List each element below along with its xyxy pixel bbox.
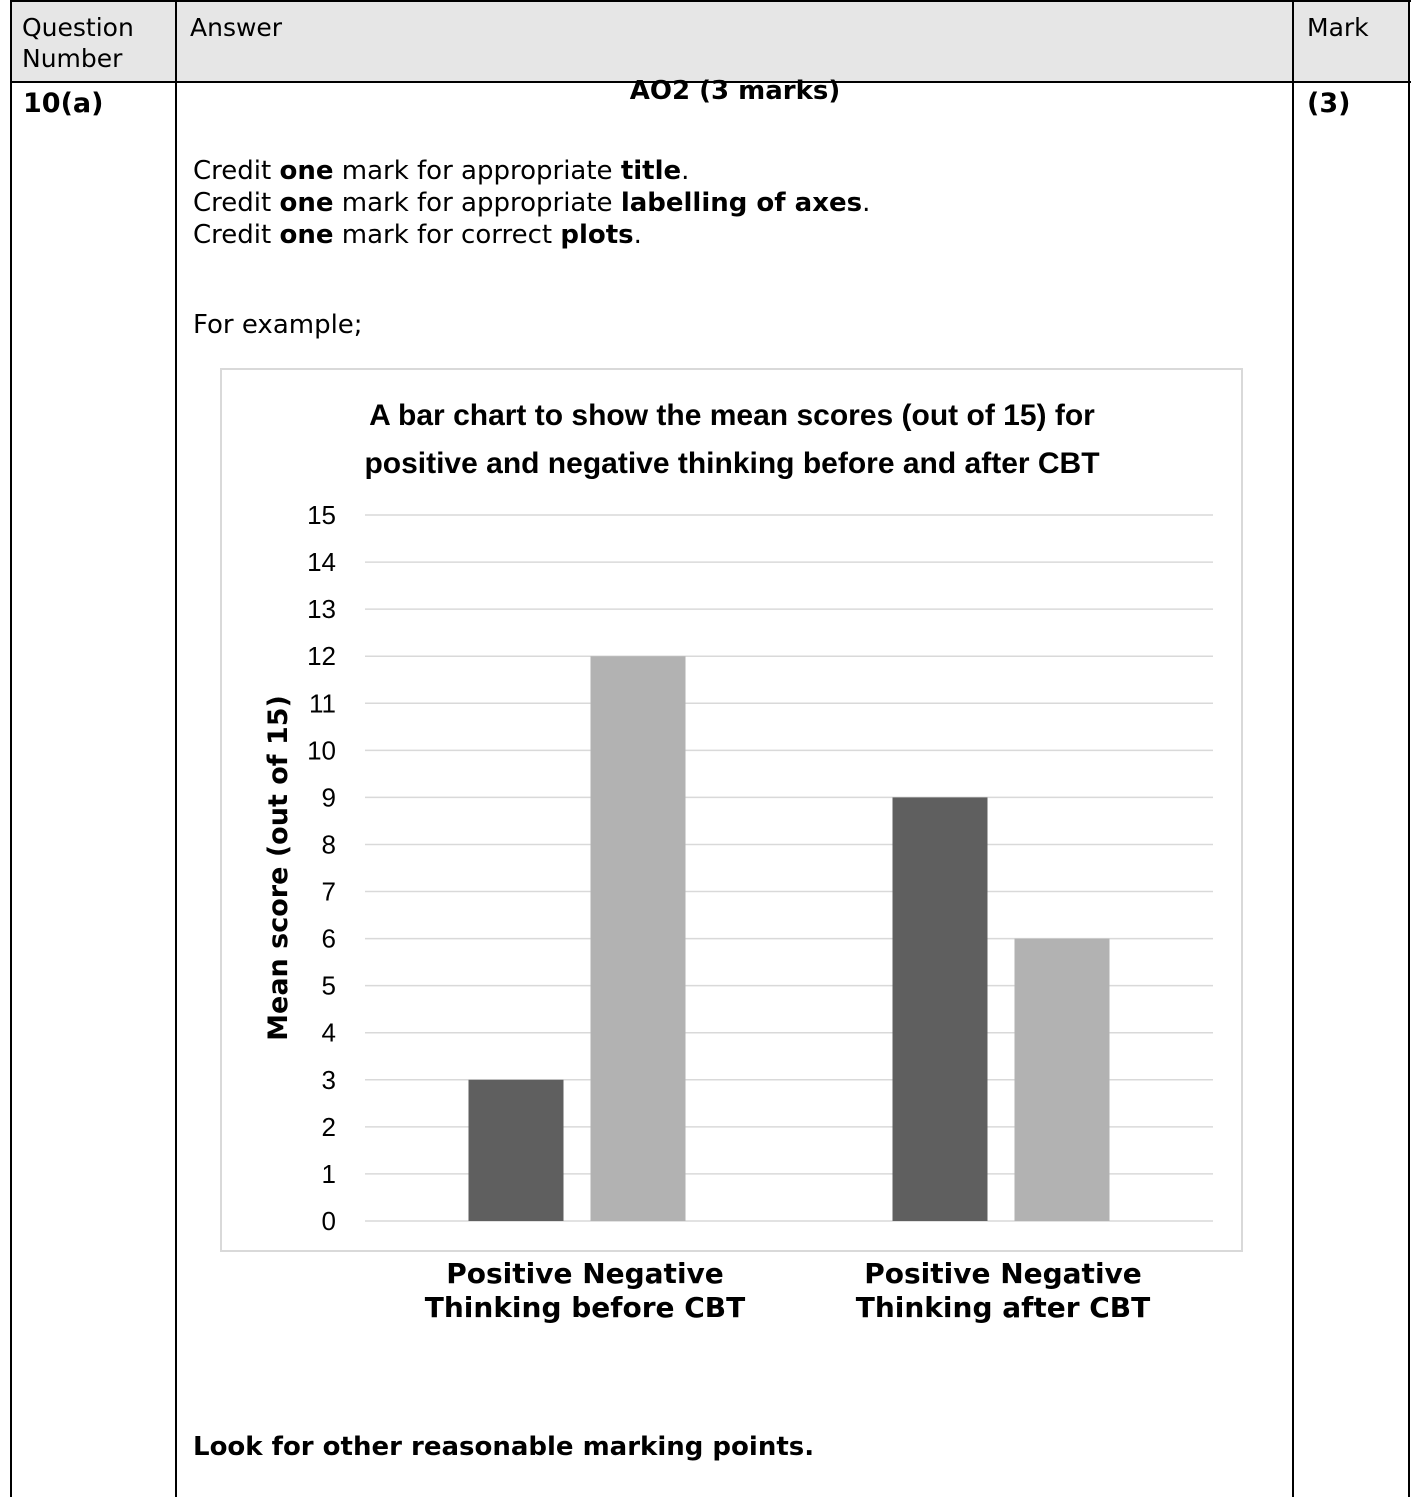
header-mark: Mark: [1307, 13, 1369, 42]
answer-heading: AO2 (3 marks): [629, 76, 841, 106]
category-label-before-line-2: Thinking before CBT: [424, 1291, 746, 1324]
bar-series-2-cat-1: [590, 656, 686, 1221]
question-number: 10(a): [23, 88, 104, 119]
mark-value: (3): [1307, 88, 1351, 119]
table-column-divider-2: [1292, 0, 1294, 1497]
credit-line-1: Credit one mark for appropriate title.: [193, 156, 690, 186]
category-label-after-line-2: Thinking after CBT: [855, 1291, 1151, 1324]
y-tick-label-3: 3: [322, 1065, 336, 1095]
chart-title-line-1: A bar chart to show the mean scores (out…: [369, 399, 1095, 432]
y-tick-label-13: 13: [307, 594, 336, 624]
credit-line-3: Credit one mark for correct plots.: [193, 220, 642, 250]
y-tick-label-1: 1: [322, 1159, 336, 1189]
y-tick-label-7: 7: [322, 877, 336, 907]
table-header-divider: [10, 81, 1411, 83]
category-label-after: Positive Negative Thinking after CBT: [813, 1257, 1193, 1325]
y-axis-label: Mean score (out of 15): [263, 695, 294, 1041]
y-tick-label-15: 15: [307, 500, 336, 530]
example-label: For example;: [193, 310, 363, 340]
y-tick-label-2: 2: [322, 1112, 336, 1142]
y-tick-label-12: 12: [307, 641, 336, 671]
footer-note: Look for other reasonable marking points…: [193, 1432, 815, 1462]
header-answer: Answer: [190, 13, 283, 42]
table-column-divider-1: [175, 0, 177, 1497]
category-label-after-line-1: Positive Negative: [864, 1257, 1142, 1290]
table-top-border: [10, 0, 1411, 2]
header-question-number: Question Number: [22, 13, 134, 73]
y-tick-label-0: 0: [322, 1206, 336, 1236]
y-tick-label-8: 8: [322, 829, 336, 859]
bar-series-1-cat-2: [892, 797, 988, 1221]
y-tick-label-10: 10: [307, 735, 336, 765]
table-left-border: [10, 0, 12, 1497]
y-tick-label-11: 11: [309, 688, 336, 718]
table-right-border: [1408, 0, 1410, 1497]
y-tick-label-6: 6: [322, 924, 336, 954]
credit-line-2: Credit one mark for appropriate labellin…: [193, 188, 871, 218]
y-tick-label-5: 5: [322, 971, 336, 1001]
chart-title-line-2: positive and negative thinking before an…: [364, 447, 1099, 480]
table-header-background: [10, 2, 1409, 82]
y-tick-label-9: 9: [322, 782, 336, 812]
bar-series-1-cat-1: [468, 1079, 564, 1221]
chart-frame: [220, 368, 1243, 1252]
category-label-before-line-1: Positive Negative: [446, 1257, 724, 1290]
category-label-before: Positive Negative Thinking before CBT: [395, 1257, 775, 1325]
y-tick-label-4: 4: [322, 1018, 336, 1048]
bar-series-2-cat-2: [1014, 938, 1110, 1221]
y-tick-label-14: 14: [307, 547, 336, 577]
